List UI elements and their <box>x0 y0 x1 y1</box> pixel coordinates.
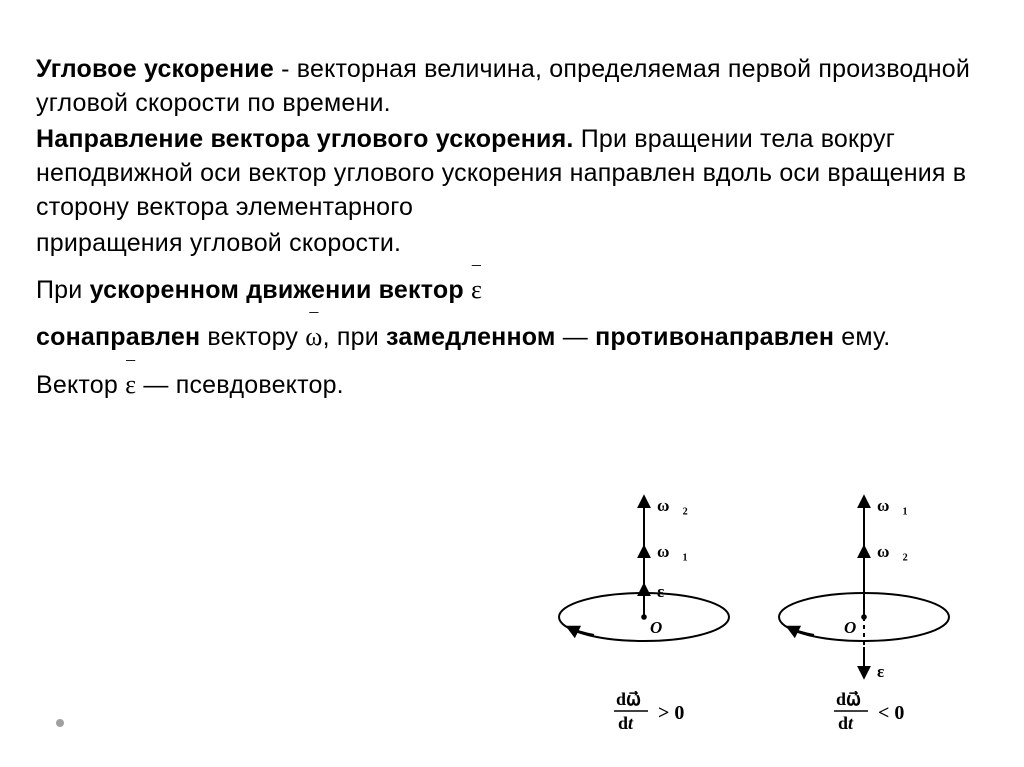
svg-text:dω⃗: dω⃗ <box>836 689 861 709</box>
svg-text:> 0: > 0 <box>658 702 684 724</box>
p5-bold-a: сонаправлен <box>36 323 200 351</box>
p6-a: Вектор <box>36 371 125 399</box>
svg-text:dt: dt <box>838 713 854 733</box>
diagram-left: O ε⃗ ω⃗₁ ω⃗₂ <box>559 496 729 641</box>
bullet-dot <box>56 719 64 727</box>
svg-text:ω⃗₁: ω⃗₁ <box>877 496 908 515</box>
term-angular-accel: Угловое ускорение <box>36 55 274 83</box>
p5-mid2: , при <box>323 323 386 351</box>
diagram: O ε⃗ ω⃗₁ ω⃗₂ O ω⃗₁ <box>534 477 994 737</box>
paragraph-4: При ускоренном движении вектор ε <box>36 262 988 307</box>
slide: Угловое ускорение - векторная величина, … <box>0 0 1024 767</box>
formula-left: dω⃗ dt > 0 <box>614 689 684 733</box>
svg-text:O: O <box>650 618 662 637</box>
svg-text:ω⃗₂: ω⃗₂ <box>657 496 688 515</box>
svg-text:dt: dt <box>618 713 634 733</box>
epsilon-symbol-2: ε <box>125 357 136 402</box>
p4-a: При <box>36 276 90 304</box>
p5-dash: — <box>556 323 596 351</box>
svg-text:ω⃗₁: ω⃗₁ <box>657 542 688 561</box>
p5-bold-b: замедленном <box>386 323 556 351</box>
svg-text:O: O <box>844 618 856 637</box>
paragraph-5: сонаправлен вектору ω, при замедленном —… <box>36 309 988 354</box>
heading-direction: Направление вектора углового ускорения. <box>36 125 574 153</box>
paragraph-1: Угловое ускорение - векторная величина, … <box>36 52 988 120</box>
paragraph-3: приращения угловой скорости. <box>36 226 988 260</box>
p5-mid: вектору <box>200 323 305 351</box>
svg-text:ε⃗: ε⃗ <box>657 582 678 601</box>
p6-b: — псевдовектор. <box>136 371 344 399</box>
body-text: Угловое ускорение - векторная величина, … <box>36 52 988 402</box>
svg-text:ω⃗₂: ω⃗₂ <box>877 542 908 561</box>
svg-text:< 0: < 0 <box>878 702 904 724</box>
epsilon-symbol: ε <box>471 262 482 307</box>
p5-end: ему. <box>834 323 890 351</box>
svg-text:dω⃗: dω⃗ <box>616 689 641 709</box>
svg-text:ε⃗: ε⃗ <box>877 662 898 681</box>
paragraph-2: Направление вектора углового ускорения. … <box>36 122 988 224</box>
diagram-right: O ω⃗₁ ω⃗₂ ε⃗ <box>779 496 949 681</box>
p4-bold: ускоренном движении вектор <box>90 276 471 304</box>
paragraph-6: Вектор ε — псевдовектор. <box>36 357 988 402</box>
formula-right: dω⃗ dt < 0 <box>834 689 904 733</box>
p5-bold-c: противонаправлен <box>595 323 834 351</box>
diagram-svg: O ε⃗ ω⃗₁ ω⃗₂ O ω⃗₁ <box>534 477 994 737</box>
omega-symbol: ω <box>305 309 322 354</box>
